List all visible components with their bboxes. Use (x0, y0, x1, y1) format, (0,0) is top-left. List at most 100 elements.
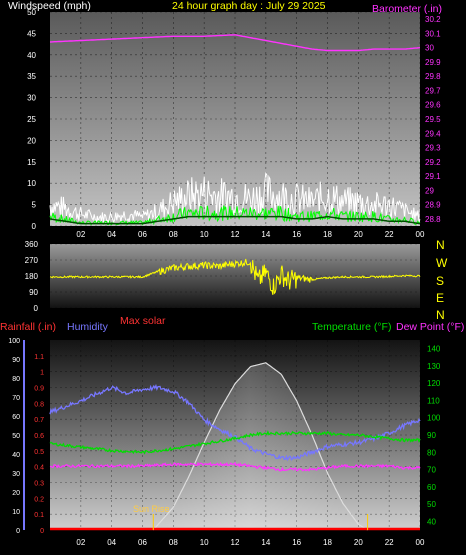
compass-w: W (436, 256, 448, 270)
baro-y-tick: 30 (425, 44, 434, 53)
humidity-y-tick: 90 (12, 357, 20, 364)
temperature-title: Temperature (°F) (312, 321, 391, 333)
temperature-x-tick: 06 (138, 538, 147, 547)
compass-n-top: N (436, 238, 445, 252)
humidity-y-tick: 20 (12, 490, 20, 497)
temperature-y-tick: 110 (427, 396, 440, 405)
wind-x-tick: 10 (200, 230, 209, 239)
humidity-y-tick: 80 (12, 376, 20, 383)
baro-y-tick: 29.1 (425, 172, 441, 181)
wind-y-tick: 20 (27, 136, 36, 145)
wind-x-tick: 20 (354, 230, 363, 239)
wind-y-tick: 10 (27, 179, 36, 188)
temperature-x-tick: 12 (231, 538, 240, 547)
baro-y-tick: 29.7 (425, 86, 441, 95)
baro-y-tick: 30.1 (425, 29, 441, 38)
wind-y-tick: 35 (27, 72, 36, 81)
temperature-y-tick: 120 (427, 379, 441, 388)
baro-y-tick: 29.5 (425, 115, 441, 124)
humidity-title: Humidity (67, 321, 109, 333)
humidity-y-tick: 0 (16, 528, 20, 535)
humidity-y-tick: 100 (8, 338, 20, 345)
humidity-y-tick: 60 (12, 414, 20, 421)
sunrise-label: Sun Rise (133, 504, 170, 514)
compass-s: S (436, 274, 444, 288)
direction-y-tick: 360 (25, 240, 39, 249)
wind-x-tick: 22 (385, 230, 394, 239)
direction-y-tick: 270 (25, 256, 39, 265)
wind-y-tick: 40 (27, 51, 36, 60)
max-solar-title: Max solar (120, 315, 166, 327)
compass-e: E (436, 291, 444, 305)
wind-x-tick: 14 (261, 230, 270, 239)
wind-y-tick: 15 (27, 158, 36, 167)
temperature-x-tick: 18 (323, 538, 332, 547)
wind-y-tick: 25 (27, 115, 36, 124)
baro-y-tick: 29.4 (425, 129, 441, 138)
baro-y-tick: 29.2 (425, 158, 441, 167)
rain-y-tick: 0.7 (34, 417, 44, 424)
wind-y-tick: 30 (27, 94, 36, 103)
rain-y-tick: 0.5 (34, 449, 44, 456)
humidity-y-tick: 10 (12, 509, 20, 516)
direction-y-tick: 180 (25, 272, 39, 281)
rain-y-tick: 0.9 (34, 386, 44, 393)
wind-x-tick: 00 (416, 230, 425, 239)
graph-title: 24 hour graph day : July 29 2025 (172, 0, 326, 12)
rain-y-tick: 0.2 (34, 496, 44, 503)
baro-y-tick: 29.8 (425, 72, 441, 81)
baro-y-tick: 29.9 (425, 58, 441, 67)
temperature-x-tick: 20 (354, 538, 363, 547)
temperature-y-tick: 130 (427, 362, 441, 371)
baro-y-tick: 28.8 (425, 215, 441, 224)
temperature-y-tick: 100 (427, 414, 441, 423)
temperature-x-tick: 02 (76, 538, 85, 547)
baro-y-tick: 28.9 (425, 201, 441, 210)
humidity-y-tick: 70 (12, 395, 20, 402)
direction-y-tick: 90 (29, 288, 38, 297)
humidity-y-tick: 40 (12, 452, 20, 459)
baro-y-tick: 29.6 (425, 101, 441, 110)
rain-y-tick: 0 (40, 528, 44, 535)
temperature-y-tick: 70 (427, 466, 436, 475)
temperature-y-tick: 90 (427, 431, 436, 440)
rain-y-tick: 0.1 (34, 512, 44, 519)
wind-x-tick: 08 (169, 230, 178, 239)
barometer-title: Barometer (.in) (372, 3, 442, 15)
rain-y-tick: 0.6 (34, 433, 44, 440)
wind-y-tick: 0 (32, 222, 37, 231)
temperature-x-tick: 10 (200, 538, 209, 547)
wind-x-tick: 18 (323, 230, 332, 239)
temperature-x-tick: 00 (416, 538, 425, 547)
wind-x-tick: 06 (138, 230, 147, 239)
temperature-x-tick: 14 (261, 538, 270, 547)
baro-y-tick: 29.3 (425, 144, 441, 153)
temperature-x-tick: 04 (107, 538, 116, 547)
wind-x-tick: 16 (292, 230, 301, 239)
windspeed-title: Windspeed (mph) (8, 0, 91, 12)
direction-y-tick: 0 (34, 304, 39, 313)
temperature-x-tick: 16 (292, 538, 301, 547)
temperature-x-tick: 22 (385, 538, 394, 547)
wind-y-tick: 5 (32, 201, 37, 210)
baro-y-tick: 29 (425, 186, 434, 195)
baro-y-tick: 30.2 (425, 15, 441, 24)
wind-y-tick: 45 (27, 29, 36, 38)
wind-x-tick: 02 (76, 230, 85, 239)
temperature-y-tick: 140 (427, 345, 441, 354)
rain-y-tick: 0.8 (34, 401, 44, 408)
temperature-x-tick: 08 (169, 538, 178, 547)
rainfall-title: Rainfall (.in) (0, 321, 56, 333)
compass-n-bottom: N (436, 308, 445, 322)
rain-y-tick: 0.3 (34, 481, 44, 488)
temperature-y-tick: 80 (427, 448, 436, 457)
rain-y-tick: 1.1 (34, 354, 44, 361)
humidity-y-tick: 30 (12, 471, 20, 478)
temperature-y-tick: 40 (427, 517, 436, 526)
wind-x-tick: 04 (107, 230, 116, 239)
temperature-y-tick: 60 (427, 483, 436, 492)
dewpoint-title: Dew Point (°F) (396, 321, 464, 333)
rain-y-tick: 1 (40, 370, 44, 377)
temperature-y-tick: 50 (427, 500, 436, 509)
